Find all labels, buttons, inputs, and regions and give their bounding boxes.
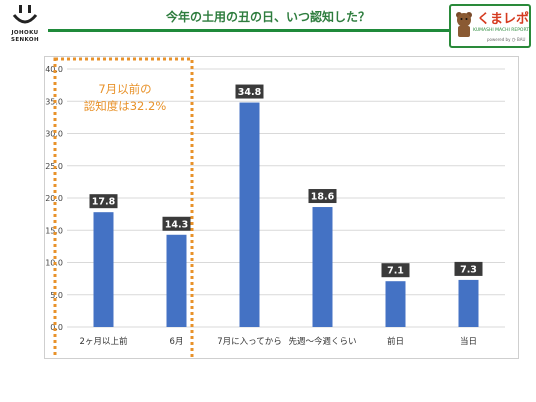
logo-mark-icon bbox=[12, 5, 38, 24]
annotation-line1: 7月以前の bbox=[98, 82, 151, 96]
data-label-box bbox=[235, 84, 264, 99]
data-label: 18.6 bbox=[311, 192, 335, 203]
data-label-box bbox=[381, 263, 410, 278]
page-title: 今年の土用の丑の日、いつ認知した？ bbox=[165, 10, 370, 24]
johoku-logo: JOHOKU SENKOH bbox=[8, 4, 42, 46]
data-label-box bbox=[454, 261, 483, 276]
y-tick-label: 0.0 bbox=[50, 323, 63, 332]
data-label: 14.3 bbox=[165, 219, 188, 230]
data-label-box bbox=[162, 216, 191, 231]
bar-chart: 0.05.010.015.020.025.030.035.040.017.82ヶ… bbox=[45, 57, 505, 358]
x-tick-label: 2ヶ月以上前 bbox=[80, 336, 128, 347]
badge-powered-by: powered by ひ BAU bbox=[487, 37, 526, 42]
data-label-box bbox=[89, 194, 118, 209]
highlight-box bbox=[53, 57, 194, 358]
annotation-line2: 認知度は32.2% bbox=[84, 99, 167, 113]
chart-area: 0.0 5.0 10.0 15.0 20.0 25.0 30.0 35.0 40.0 17.8 2ヶ… bbox=[44, 56, 519, 359]
bear-mascot-icon bbox=[456, 12, 472, 37]
x-tick-label: 前日 bbox=[387, 336, 404, 347]
title-underline bbox=[48, 29, 450, 32]
y-tick-label: 5.0 bbox=[50, 291, 63, 300]
badge-subtitle: KUMASHI MACHI REPORT bbox=[473, 28, 530, 33]
x-tick-label: 7月に入ってから bbox=[217, 337, 281, 347]
badge-name: くまレポ bbox=[477, 12, 530, 27]
bar bbox=[239, 102, 260, 327]
bar bbox=[385, 281, 406, 327]
bar bbox=[166, 234, 187, 327]
data-label: 17.8 bbox=[92, 197, 116, 208]
data-label: 7.1 bbox=[387, 266, 404, 277]
bar bbox=[458, 279, 479, 327]
y-tick-label: 40.0 bbox=[45, 65, 63, 74]
data-label: 34.8 bbox=[238, 87, 262, 98]
bar bbox=[312, 207, 333, 327]
x-tick-label: 当日 bbox=[460, 336, 477, 347]
x-tick-label: 6月 bbox=[170, 337, 184, 347]
bar bbox=[93, 212, 114, 327]
data-label-box bbox=[308, 189, 337, 204]
data-label: 7.3 bbox=[460, 264, 477, 275]
logo-line1: JOHOKU bbox=[11, 30, 39, 36]
y-tick-label: 30.0 bbox=[45, 130, 63, 139]
y-tick-label: 15.0 bbox=[45, 226, 63, 235]
kumarepo-badge: くまレポ KUMASHI MACHI REPORT powered by ひ B… bbox=[449, 4, 531, 48]
x-tick-label: 先週～今週くらい bbox=[288, 336, 356, 347]
logo-line2: SENKOH bbox=[10, 37, 39, 43]
